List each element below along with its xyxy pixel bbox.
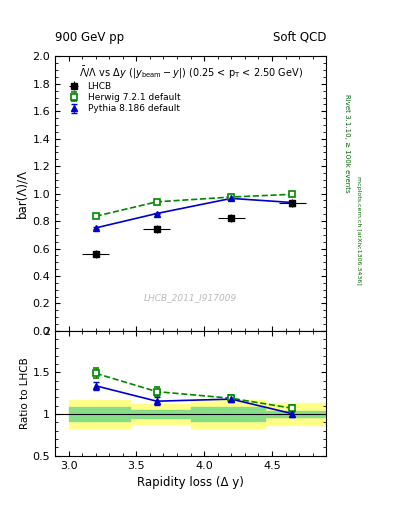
Text: Rivet 3.1.10, ≥ 100k events: Rivet 3.1.10, ≥ 100k events	[344, 94, 350, 193]
Y-axis label: bar(Λ)/Λ: bar(Λ)/Λ	[15, 169, 28, 218]
Text: mcplots.cern.ch [arXiv:1306.3436]: mcplots.cern.ch [arXiv:1306.3436]	[356, 176, 361, 285]
Legend: LHCB, Herwig 7.2.1 default, Pythia 8.186 default: LHCB, Herwig 7.2.1 default, Pythia 8.186…	[62, 80, 182, 115]
X-axis label: Rapidity loss (Δ y): Rapidity loss (Δ y)	[137, 476, 244, 489]
Text: $\bar{\Lambda}/\Lambda$ vs $\Delta y$ ($|y_{\mathrm{beam}}-y|$) (0.25 < p$_\math: $\bar{\Lambda}/\Lambda$ vs $\Delta y$ ($…	[79, 65, 303, 80]
Text: 900 GeV pp: 900 GeV pp	[55, 31, 124, 44]
Text: LHCB_2011_I917009: LHCB_2011_I917009	[144, 293, 237, 303]
Y-axis label: Ratio to LHCB: Ratio to LHCB	[20, 357, 30, 429]
Text: Soft QCD: Soft QCD	[273, 31, 326, 44]
